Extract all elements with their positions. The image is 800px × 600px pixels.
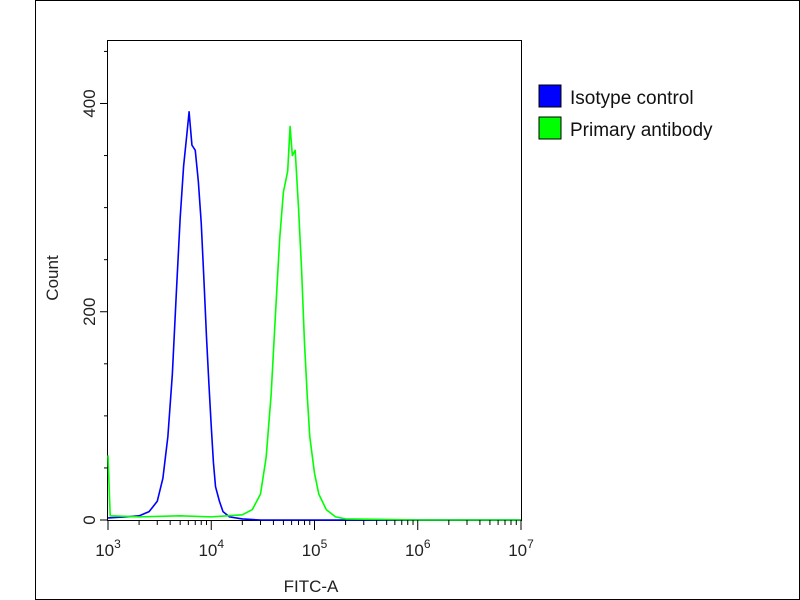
x-tick-label: 103 (95, 537, 121, 560)
y-axis-label: Count (43, 255, 62, 301)
y-axis: 0 200 400 (80, 50, 108, 525)
x-axis-label: FITC-A (284, 577, 339, 596)
legend-label-primary-antibody: Primary antibody (570, 120, 713, 141)
series-layer (107, 111, 521, 521)
series-line-isotype-control (107, 111, 521, 521)
x-tick-label: 106 (405, 537, 431, 560)
y-tick-label: 400 (80, 89, 99, 117)
y-tick-label: 200 (80, 298, 99, 326)
plot-area (107, 40, 522, 521)
x-tick-label: 104 (198, 537, 224, 560)
legend-swatch-primary-antibody (538, 116, 562, 140)
y-tick-label: 0 (80, 515, 99, 524)
series-line-primary-antibody (107, 125, 521, 521)
x-tick-label: 107 (508, 537, 534, 560)
x-axis: 103 104 105 106 107 (95, 520, 534, 560)
legend-swatch-isotype-control (538, 84, 562, 108)
x-tick-label: 105 (302, 537, 328, 560)
legend-label-isotype-control: Isotype control (570, 88, 694, 109)
legend: Isotype control Primary antibody (538, 84, 713, 141)
